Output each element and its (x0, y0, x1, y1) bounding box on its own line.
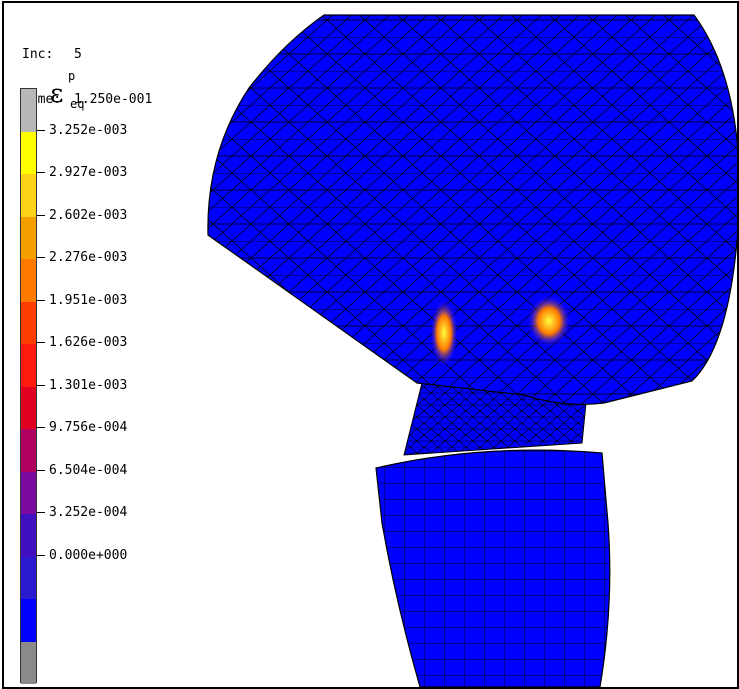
legend-tick-label: 1.301e-003 (37, 378, 127, 393)
increment-header: Inc: 5 Time: 1.250e-001 (22, 17, 152, 137)
legend-tick-text: 2.927e-003 (49, 165, 128, 180)
legend-tick-mark (37, 129, 45, 131)
inc-value: 5 (74, 47, 82, 62)
legend-tick-mark (37, 299, 45, 301)
legend-tick-text: 3.252e-004 (49, 505, 128, 520)
head-region (207, 14, 737, 405)
legend-tick-label: 2.276e-003 (37, 250, 127, 265)
legend-color-segment (21, 386, 36, 429)
stress-hotspot-left (430, 299, 458, 367)
legend-tick-label: 2.602e-003 (37, 208, 127, 223)
legend-tick-label: 0.000e+000 (37, 548, 127, 563)
legend-color-segment (21, 259, 36, 302)
legend-color-segment (21, 429, 36, 472)
legend-tick-text: 2.602e-003 (49, 207, 128, 223)
legend-color-segment (21, 216, 36, 259)
legend-tick-mark (37, 512, 45, 513)
legend-tick-mark (37, 384, 45, 386)
legend-color-segment (21, 301, 36, 344)
variable-subscript: eq (70, 97, 85, 111)
legend-tick-label: 9.756e-004 (37, 420, 127, 435)
legend-tick-text: 1.951e-003 (49, 292, 128, 308)
fe-model-view (207, 14, 737, 687)
legend-tick-mark (37, 214, 45, 216)
legend-tick-mark (37, 257, 45, 258)
legend-tick-text: 3.252e-003 (49, 122, 128, 138)
variable-superscript: p (68, 69, 76, 83)
legend-tick-mark (37, 172, 45, 173)
legend-tick-mark (37, 427, 45, 428)
legend-color-segment (21, 344, 36, 387)
legend-color-segment (21, 514, 36, 557)
lower-shaft (375, 449, 611, 687)
legend-color-segment (21, 89, 36, 132)
legend-tick-text: 2.276e-003 (49, 250, 128, 265)
legend-tick-text: 6.504e-004 (49, 462, 128, 478)
legend-tick-label: 3.252e-003 (37, 123, 127, 138)
legend-tick-text: 1.626e-003 (49, 335, 128, 350)
legend-color-segment (21, 471, 36, 514)
legend-tick-mark (37, 554, 45, 556)
legend-tick-mark (37, 469, 45, 471)
legend-tick-text: 0.000e+000 (49, 547, 128, 563)
color-legend-bar (20, 88, 37, 684)
legend-color-segment (21, 641, 36, 684)
legend-color-segment (21, 556, 36, 599)
legend-color-segment (21, 131, 36, 174)
inc-label: Inc: (22, 47, 54, 62)
stress-hotspot-right (527, 295, 571, 347)
legend-tick-label: 3.252e-004 (37, 505, 127, 520)
legend-tick-mark (37, 342, 45, 343)
time-value: 1.250e-001 (74, 92, 153, 107)
legend-tick-label: 2.927e-003 (37, 165, 127, 180)
legend-tick-text: 9.756e-004 (49, 420, 128, 435)
legend-color-segment (21, 599, 36, 642)
legend-tick-text: 1.301e-003 (49, 377, 128, 393)
legend-tick-label: 1.951e-003 (37, 293, 127, 308)
legend-color-segment (21, 174, 36, 217)
legend-tick-label: 1.626e-003 (37, 335, 127, 350)
legend-tick-label: 6.504e-004 (37, 463, 127, 478)
variable-symbol: ε (50, 79, 64, 109)
